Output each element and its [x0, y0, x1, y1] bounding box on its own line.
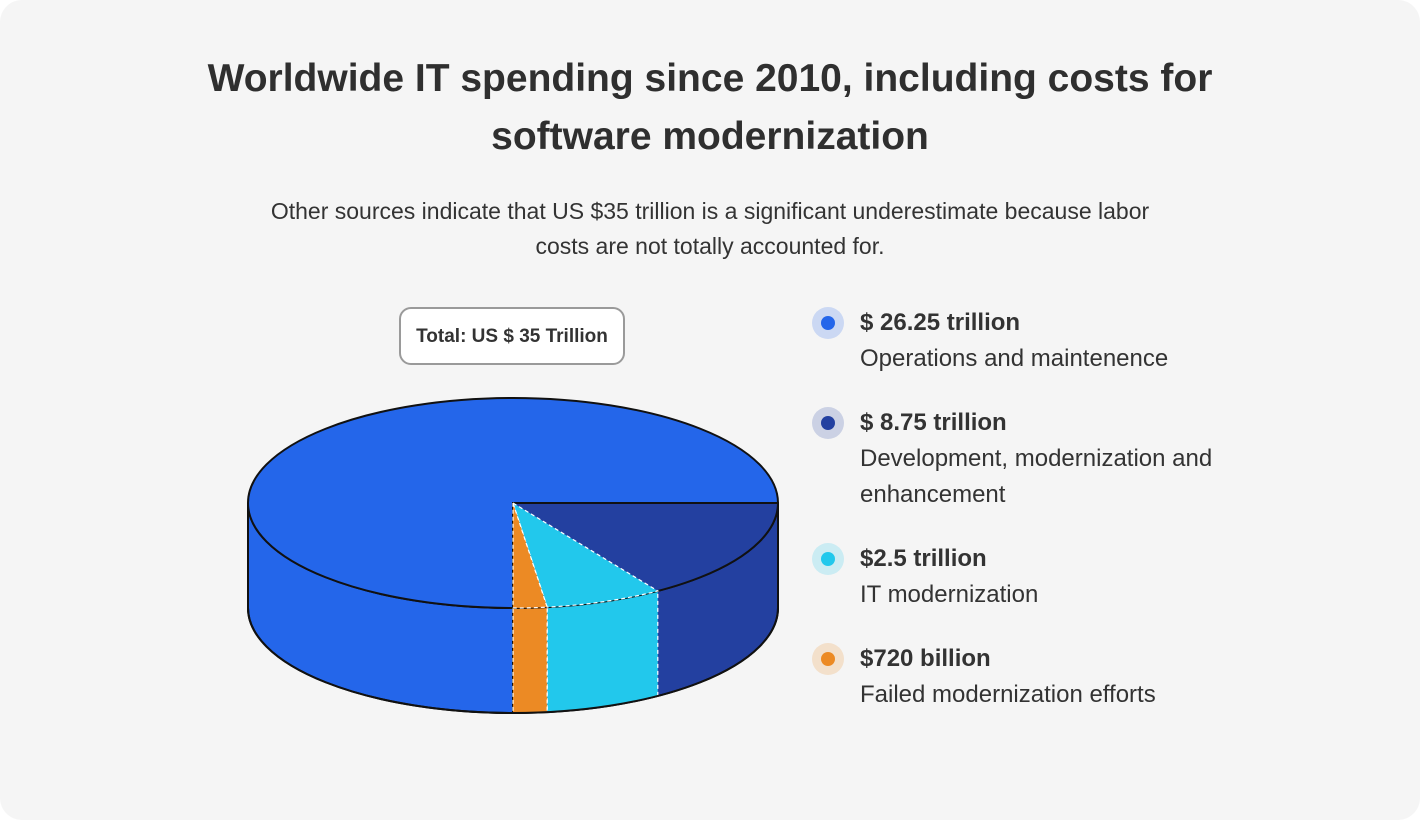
pie-side: [512, 606, 548, 714]
legend-value: $ 8.75 trillion: [860, 409, 1007, 436]
legend-name: Failed modernization efforts: [860, 681, 1156, 708]
legend-entry: $720 billion Failed modernization efforts: [810, 641, 1280, 713]
pie-slice: [512, 502, 548, 609]
legend-value: $ 26.25 trillion: [860, 309, 1021, 336]
legend-name: IT modernization: [860, 581, 1039, 608]
legend-swatch: [812, 407, 844, 439]
legend-value: $720 billion: [860, 645, 991, 672]
chart-subtitle: Other sources indicate that US $35 trill…: [270, 198, 1150, 259]
pie-slice: [511, 501, 660, 608]
legend-swatch: [812, 307, 844, 339]
pie-side: [546, 590, 659, 713]
total-label: Total: US $ 35 Trillion: [399, 307, 625, 365]
legend-entry: $2.5 trillion IT modernization: [810, 541, 1280, 613]
legend-dot: [821, 552, 835, 566]
chart-title: Worldwide IT spending since 2010, includ…: [207, 57, 1213, 158]
legend-name: Development, modernization and enhanceme…: [860, 445, 1213, 508]
legend-entry: $ 26.25 trillion Operations and maintenen…: [810, 305, 1280, 377]
legend-dot: [821, 652, 835, 666]
legend-name: Operations and maintenence: [860, 345, 1169, 372]
legend-swatch: [812, 643, 844, 675]
legend-dot: [821, 316, 835, 330]
legend: $ 26.25 trillion Operations and maintenen…: [810, 305, 1280, 741]
legend-dot: [821, 416, 835, 430]
legend-value: $2.5 trillion: [860, 545, 987, 572]
pie-outline: [247, 503, 779, 714]
legend-entry: $ 8.75 trillion Development, modernizatio…: [810, 405, 1280, 513]
legend-swatch: [812, 543, 844, 575]
